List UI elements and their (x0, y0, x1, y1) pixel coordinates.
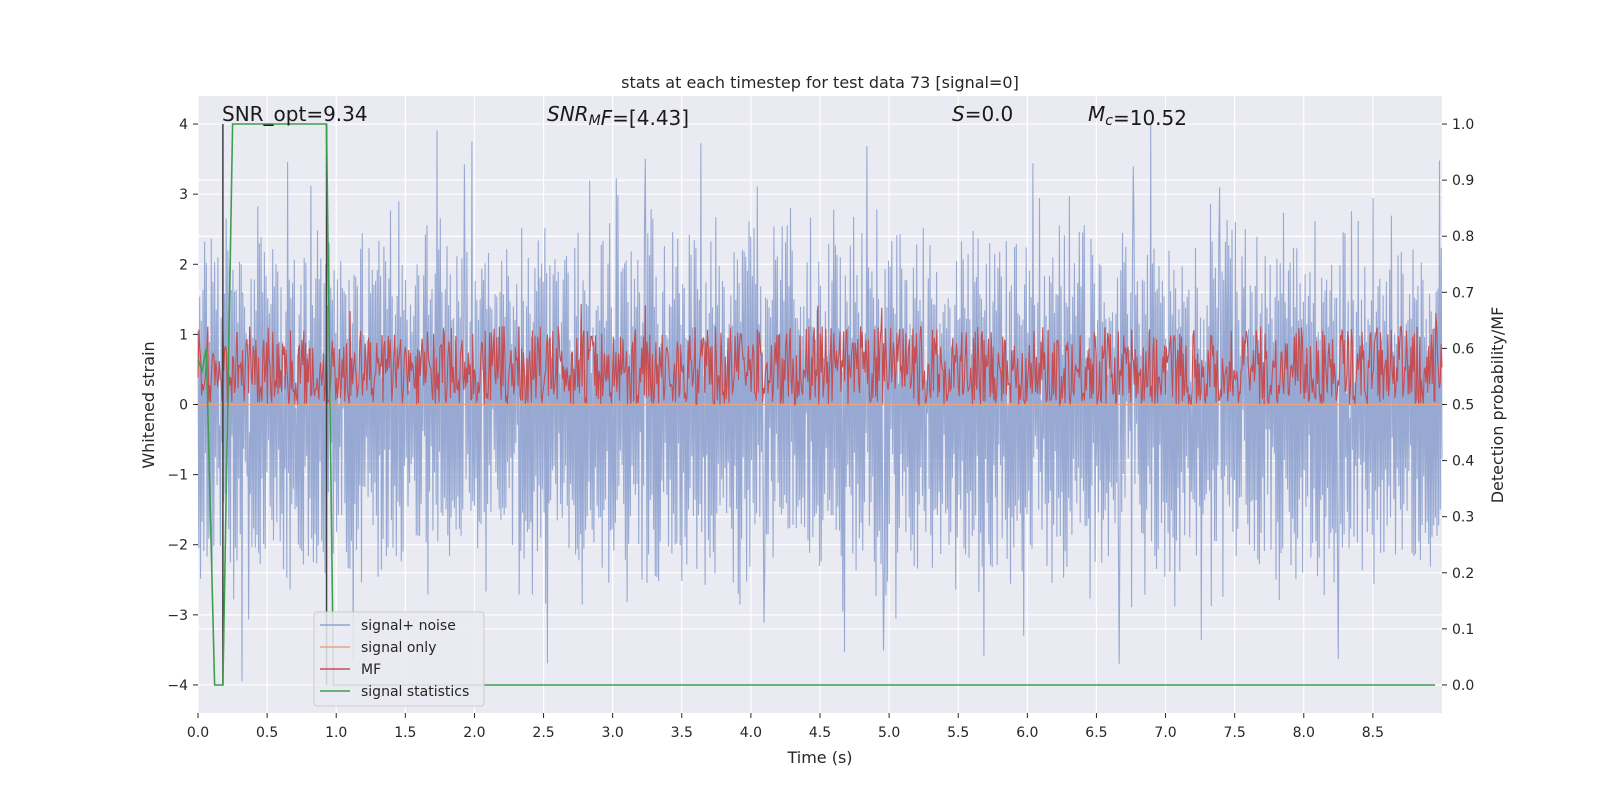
y-left-tick-label: −1 (167, 468, 188, 484)
x-tick-label: 4.0 (740, 725, 762, 741)
series-signal-noise (197, 125, 1443, 682)
legend-item-label: MF (361, 662, 381, 678)
annotation-mc: Mc=10.52 (1088, 102, 1187, 130)
x-tick-label: 7.0 (1154, 725, 1176, 741)
y-right-tick-label: 1.0 (1452, 117, 1474, 133)
ticks: 0.0 0.5 1.0 1.5 2.0 2.5 3.0 3.5 4.0 4.5 5.0 5.5 6.0 6… (167, 117, 1474, 741)
y-left-tick-label: −2 (167, 538, 188, 554)
y-right-tick-label: 0.6 (1452, 341, 1474, 357)
x-tick-label: 4.5 (809, 725, 831, 741)
y-axis-label-left: Whitened strain (139, 341, 158, 468)
y-left-tick-label: 3 (179, 187, 188, 203)
y-right-tick-label: 0.3 (1452, 510, 1474, 526)
y-right-tick-label: 0.4 (1452, 454, 1474, 470)
annotations: SNR_opt=9.34 SNRMF=[4.43] S=0.0 Mc=10.52 (222, 102, 1187, 130)
chart-title: stats at each timestep for test data 73 … (621, 73, 1019, 92)
x-tick-label: 3.5 (671, 725, 693, 741)
legend-item-label: signal only (361, 640, 436, 656)
x-tick-label: 1.0 (325, 725, 347, 741)
y-right-tick-label: 0.0 (1452, 678, 1474, 694)
y-right-tick-label: 0.5 (1452, 398, 1474, 414)
y-right-tick-label: 0.7 (1452, 285, 1474, 301)
series-signal-statistics (197, 123, 1436, 686)
x-axis-label: Time (s) (786, 748, 852, 767)
y-right-tick-label: 0.9 (1452, 173, 1474, 189)
y-left-tick-label: 4 (179, 117, 188, 133)
y-right-tick-label: 0.1 (1452, 622, 1474, 638)
legend: signal+ noise signal only MF signal statist… (313, 611, 485, 707)
x-tick-label: 5.0 (878, 725, 900, 741)
x-tick-label: 3.0 (602, 725, 624, 741)
annotation-snr-opt: SNR_opt=9.34 (222, 102, 368, 126)
legend-item-label: signal+ noise (361, 618, 456, 634)
y-axis-label-right: Detection probability/MF (1488, 307, 1507, 504)
legend-box (313, 611, 485, 707)
x-tick-label: 7.5 (1224, 725, 1246, 741)
x-tick-label: 2.5 (532, 725, 554, 741)
series-layer (197, 123, 1443, 686)
y-right-tick-label: 0.2 (1452, 566, 1474, 582)
x-tick-label: 0.5 (256, 725, 278, 741)
annotation-snr-mf: SNRMF=[4.43] (547, 102, 689, 130)
y-left-tick-label: 1 (179, 327, 188, 343)
series-mf (197, 303, 1443, 407)
y-left-tick-label: 0 (179, 398, 188, 414)
x-tick-label: 5.5 (947, 725, 969, 741)
y-left-tick-label: 2 (179, 257, 188, 273)
y-right-tick-label: 0.8 (1452, 229, 1474, 245)
y-left-tick-label: −4 (167, 678, 188, 694)
x-tick-label: 6.5 (1085, 725, 1107, 741)
x-tick-label: 8.0 (1293, 725, 1315, 741)
x-tick-label: 6.0 (1016, 725, 1038, 741)
annotation-s: S=0.0 (952, 102, 1013, 126)
y-left-tick-label: −3 (167, 608, 188, 624)
x-tick-label: 8.5 (1362, 725, 1384, 741)
x-tick-label: 0.0 (187, 725, 209, 741)
x-tick-label: 2.0 (463, 725, 485, 741)
x-tick-label: 1.5 (394, 725, 416, 741)
legend-item-label: signal statistics (361, 684, 469, 700)
